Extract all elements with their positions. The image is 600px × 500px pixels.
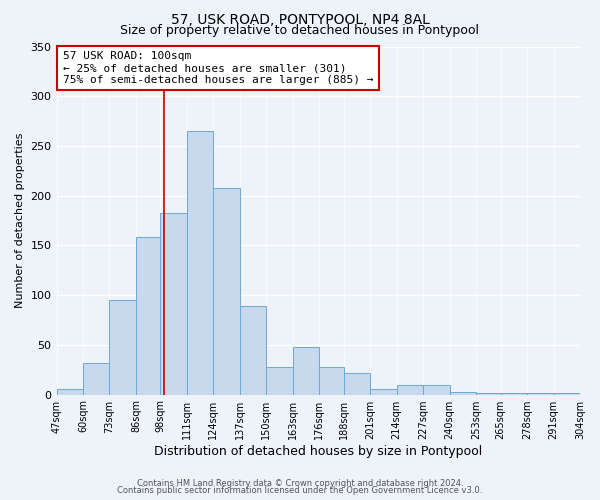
Bar: [160, 212, 187, 394]
Text: 57 USK ROAD: 100sqm
← 25% of detached houses are smaller (301)
75% of semi-detac: 57 USK ROAD: 100sqm ← 25% of detached ho…: [62, 52, 373, 84]
Bar: [370, 388, 397, 394]
Text: Contains public sector information licensed under the Open Government Licence v3: Contains public sector information licen…: [118, 486, 482, 495]
Text: Size of property relative to detached houses in Pontypool: Size of property relative to detached ho…: [121, 24, 479, 37]
Bar: [476, 392, 500, 394]
Bar: [344, 372, 370, 394]
Bar: [293, 347, 319, 395]
Bar: [397, 384, 423, 394]
X-axis label: Distribution of detached houses by size in Pontypool: Distribution of detached houses by size …: [154, 444, 482, 458]
Bar: [423, 384, 449, 394]
Bar: [56, 388, 83, 394]
Bar: [449, 392, 476, 394]
Bar: [109, 300, 136, 394]
Bar: [527, 392, 554, 394]
Bar: [214, 188, 240, 394]
Text: Contains HM Land Registry data © Crown copyright and database right 2024.: Contains HM Land Registry data © Crown c…: [137, 478, 463, 488]
Text: 57, USK ROAD, PONTYPOOL, NP4 8AL: 57, USK ROAD, PONTYPOOL, NP4 8AL: [170, 12, 430, 26]
Bar: [240, 306, 266, 394]
Bar: [266, 366, 293, 394]
Bar: [83, 363, 109, 394]
Bar: [500, 392, 527, 394]
Bar: [554, 392, 580, 394]
Bar: [136, 238, 160, 394]
Y-axis label: Number of detached properties: Number of detached properties: [15, 133, 25, 308]
Bar: [319, 366, 344, 394]
Bar: [187, 131, 214, 394]
